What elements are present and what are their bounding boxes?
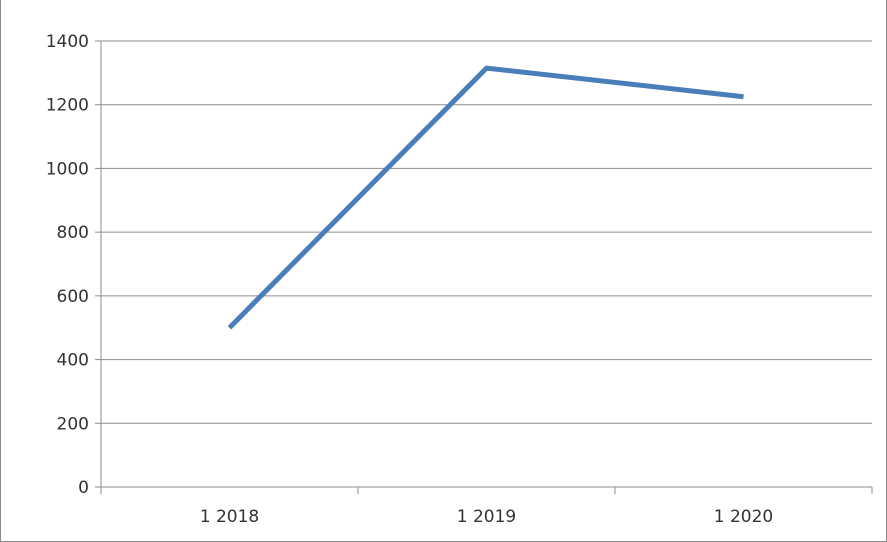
x-tick-label: 1 2020 — [714, 507, 773, 527]
series-layer — [227, 65, 744, 330]
y-tick-label: 800 — [57, 223, 89, 243]
axes — [95, 40, 873, 494]
tick-labels: 0 200 400 600 800 1000 1200 1400 1 2018 1 2019 1 2… — [46, 32, 774, 527]
series-line — [227, 65, 744, 330]
x-tick-label: 1 2018 — [200, 507, 259, 527]
x-tick-label: 1 2019 — [457, 507, 516, 527]
y-tick-label: 600 — [57, 287, 89, 307]
y-tick-label: 0 — [78, 478, 89, 498]
gridlines — [101, 40, 872, 424]
y-tick-label: 200 — [57, 414, 89, 434]
y-tick-label: 1200 — [46, 96, 89, 116]
y-tick-label: 400 — [57, 351, 89, 371]
y-tick-label: 1400 — [46, 32, 89, 52]
y-tick-label: 1000 — [46, 159, 89, 179]
